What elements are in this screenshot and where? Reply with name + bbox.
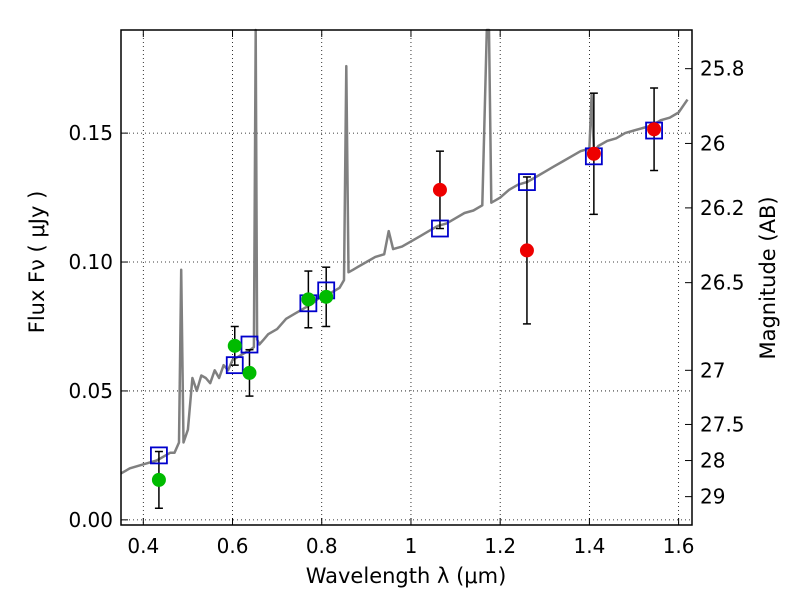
observed-red-point — [586, 146, 601, 161]
y-axis-label-right: Magnitude (AB) — [756, 196, 780, 359]
x-tick-label: 1 — [405, 534, 418, 558]
right-tick-label: 27.5 — [700, 412, 745, 436]
spectrum-line — [120, 28, 689, 475]
right-tick-label: 29 — [700, 485, 725, 509]
error-bars — [154, 87, 659, 509]
x-tick-label: 1.4 — [573, 534, 605, 558]
observed-points — [151, 122, 662, 487]
y-tick-label: 0.10 — [68, 250, 113, 274]
model-square-marker — [518, 173, 536, 192]
observed-red-point — [519, 243, 534, 258]
right-tick-label: 28 — [700, 449, 725, 473]
x-axis-label: Wavelength λ (μm) — [306, 564, 507, 588]
observed-red-point — [432, 182, 447, 197]
model-square-marker — [225, 356, 244, 375]
right-tick-label: 25.8 — [700, 57, 745, 81]
plot-frame — [120, 29, 693, 526]
observed-green-point — [151, 472, 166, 487]
x-tick-label: 1.6 — [663, 534, 695, 558]
observed-green-point — [301, 292, 316, 307]
y-axis-label-left: Flux Fν ( μJy ) — [25, 191, 49, 334]
observed-green-point — [242, 365, 257, 380]
x-tick-label: 0.4 — [127, 534, 159, 558]
y-tick-label: 0.05 — [68, 379, 113, 403]
model-square-marker — [150, 446, 168, 465]
observed-red-point — [647, 122, 662, 137]
spectrum-layer — [120, 28, 689, 475]
right-tick-label: 26.5 — [700, 271, 745, 295]
model-squares — [150, 121, 663, 465]
observed-green-point — [227, 338, 242, 353]
x-tick-label: 0.6 — [217, 534, 249, 558]
observed-green-point — [319, 289, 334, 304]
axis-ticks: 0.4 0.6 0.8 1 1.2 1.4 1.6 0.00 0.05 0.10 0.15 25.8 2… — [68, 30, 745, 558]
y-tick-label: 0.00 — [68, 508, 113, 532]
y-tick-label: 0.15 — [68, 121, 113, 145]
model-square-marker — [431, 219, 449, 238]
right-tick-label: 27 — [700, 358, 725, 382]
right-tick-label: 26 — [700, 131, 725, 155]
right-tick-label: 26.2 — [700, 196, 745, 220]
x-tick-label: 1.2 — [484, 534, 516, 558]
grid — [121, 30, 692, 525]
x-tick-label: 0.8 — [306, 534, 338, 558]
